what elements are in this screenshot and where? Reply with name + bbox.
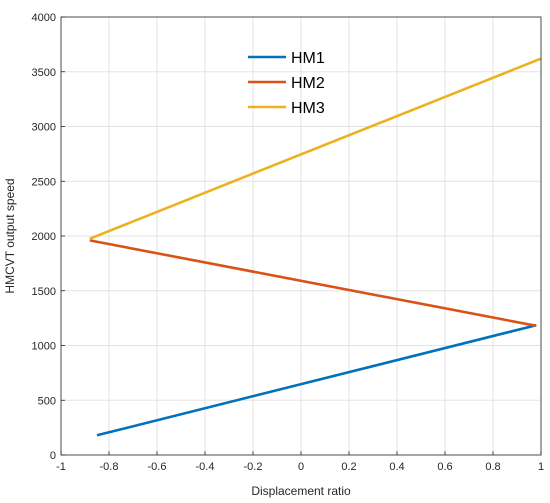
x-tick-label: -1 xyxy=(56,461,66,473)
y-tick-label: 2500 xyxy=(32,176,56,188)
y-tick-label: 500 xyxy=(38,395,56,407)
series-line-hm1 xyxy=(96,323,537,437)
x-tick-label: -0.4 xyxy=(196,461,215,473)
x-tick-label: -0.6 xyxy=(148,461,167,473)
y-tick-label: 1000 xyxy=(32,341,56,353)
x-tick-label: 0.8 xyxy=(485,461,500,473)
y-axis-label: HMCVT output speed xyxy=(3,178,17,293)
y-tick-label: 3000 xyxy=(32,122,56,134)
y-tick-label: 2000 xyxy=(32,231,56,243)
legend-label-hm2: HM2 xyxy=(291,75,325,92)
x-tick-label: 0.2 xyxy=(341,461,356,473)
series-lines xyxy=(89,57,542,437)
legend-label-hm1: HM1 xyxy=(291,50,325,67)
legend-label-hm3: HM3 xyxy=(291,100,325,117)
legend: HM1 HM2 HM3 xyxy=(248,50,325,117)
y-tick-label: 4000 xyxy=(32,12,56,24)
x-axis-ticks: -1 -0.8 -0.6 -0.4 -0.2 0 0.2 0.4 0.6 0.8 1 xyxy=(56,451,544,473)
x-tick-label: 0.6 xyxy=(437,461,452,473)
x-tick-label: -0.8 xyxy=(100,461,119,473)
series-line-hm2 xyxy=(89,239,537,328)
series-line-hm3 xyxy=(89,57,542,240)
y-tick-label: 1500 xyxy=(32,286,56,298)
y-tick-label: 3500 xyxy=(32,67,56,79)
x-tick-label: -0.2 xyxy=(244,461,263,473)
x-tick-label: 1 xyxy=(538,461,544,473)
y-tick-label: 0 xyxy=(50,450,56,462)
x-tick-label: 0 xyxy=(298,461,304,473)
x-tick-label: 0.4 xyxy=(389,461,404,473)
x-axis-label: Displacement ratio xyxy=(251,484,351,498)
y-axis-ticks: 0 500 1000 1500 2000 2500 3000 3500 4000 xyxy=(32,12,65,462)
